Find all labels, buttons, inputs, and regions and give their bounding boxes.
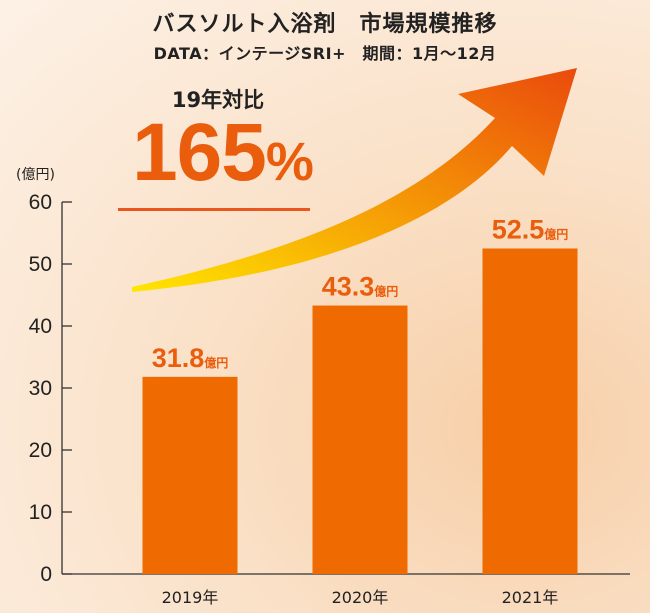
- y-tick-label: 0: [40, 563, 52, 586]
- bar: [312, 305, 408, 574]
- y-tick-label: 10: [29, 501, 52, 524]
- x-tick-label: 2021年: [502, 588, 559, 607]
- y-tick-label: 60: [29, 191, 52, 214]
- y-tick-label: 50: [29, 253, 52, 276]
- bar-value-label: 43.3億円: [322, 272, 399, 302]
- y-tick-label: 30: [29, 377, 52, 400]
- chart-subtitle: DATA：インテージSRI+ 期間：1月〜12月: [153, 44, 497, 63]
- growth-underline: [118, 208, 310, 211]
- x-tick-label: 2019年: [162, 588, 219, 607]
- growth-arrow-icon: [132, 68, 577, 292]
- y-tick-label: 40: [29, 315, 52, 338]
- growth-value: 165%: [118, 106, 328, 200]
- bar-value-label: 52.5億円: [492, 215, 569, 245]
- growth-label: 19年対比: [171, 88, 265, 112]
- x-tick-label: 2020年: [332, 588, 389, 607]
- bar: [482, 248, 578, 574]
- bar: [142, 376, 238, 574]
- chart-title: バスソルト入浴剤 市場規模推移: [152, 12, 498, 37]
- bar-value-label: 31.8億円: [152, 343, 229, 373]
- growth-value-number: 165: [132, 107, 267, 198]
- y-axis-unit-label: (億円): [16, 167, 55, 183]
- growth-value-unit: %: [265, 132, 314, 192]
- y-tick-label: 20: [29, 439, 52, 462]
